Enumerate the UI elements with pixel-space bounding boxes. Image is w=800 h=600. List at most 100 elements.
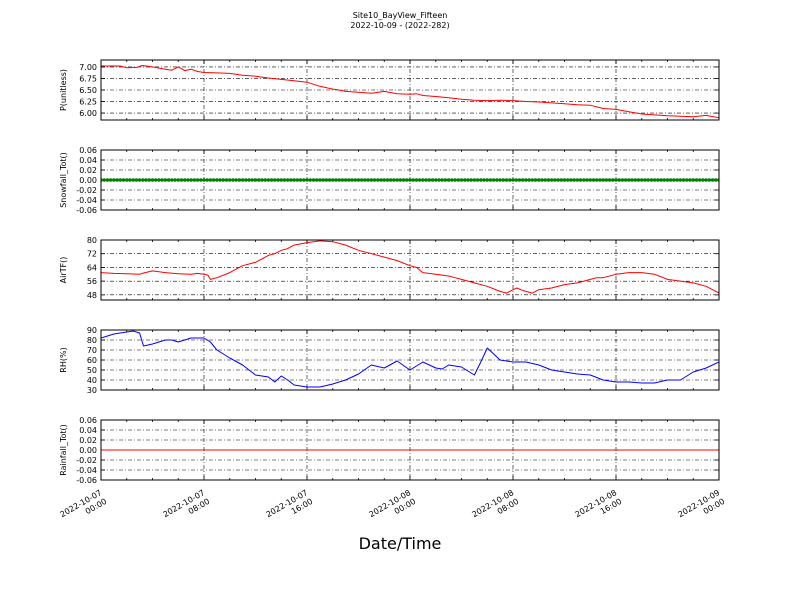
data-point <box>121 178 126 182</box>
data-point <box>231 178 235 182</box>
data-point <box>359 178 364 182</box>
data-point <box>459 178 464 182</box>
y-tick-label: 72 <box>87 250 97 259</box>
y-tick-label: 6.25 <box>79 98 97 107</box>
y-tick-label: -0.04 <box>76 196 97 205</box>
data-point <box>324 178 329 182</box>
data-point <box>530 178 535 182</box>
data-point <box>398 178 403 182</box>
y-tick-label: -0.02 <box>76 186 97 195</box>
data-point <box>643 178 647 182</box>
y-tick-label: 0.02 <box>79 166 97 175</box>
data-point <box>437 178 441 182</box>
data-point <box>195 178 200 182</box>
data-point <box>163 178 168 182</box>
data-point <box>610 178 615 182</box>
y-tick-label: 0.04 <box>79 426 97 435</box>
y-tick-label: 0.06 <box>79 416 97 425</box>
data-point <box>186 178 190 182</box>
data-point <box>182 178 187 182</box>
data-point <box>382 178 387 182</box>
data-point <box>520 178 525 182</box>
data-point <box>685 178 689 182</box>
data-point <box>672 178 676 182</box>
data-point <box>237 178 242 182</box>
data-point <box>279 178 284 182</box>
data-point <box>202 178 206 182</box>
data-point <box>314 178 319 182</box>
data-point <box>649 178 654 182</box>
data-point <box>569 178 573 182</box>
data-point <box>144 178 148 182</box>
y-axis-label: Rainfall_Tot() <box>59 424 68 476</box>
y-tick-label: -0.06 <box>76 206 97 215</box>
data-point <box>466 178 470 182</box>
data-point <box>517 178 522 182</box>
data-point <box>697 178 702 182</box>
data-point <box>170 178 174 182</box>
data-point <box>260 178 264 182</box>
data-point <box>134 178 139 182</box>
data-point <box>446 178 451 182</box>
data-point <box>514 178 519 182</box>
y-tick-label: -0.02 <box>76 456 97 465</box>
y-tick-label: 6.00 <box>79 109 97 118</box>
data-point <box>385 178 390 182</box>
data-point <box>295 178 300 182</box>
data-point <box>356 178 361 182</box>
data-point <box>713 178 718 182</box>
data-point <box>192 178 197 182</box>
data-point <box>273 178 277 182</box>
series-2 <box>101 178 719 182</box>
data-point <box>244 178 248 182</box>
data-point <box>276 178 280 182</box>
data-point <box>607 178 612 182</box>
data-point <box>372 178 377 182</box>
data-point <box>578 178 583 182</box>
data-point <box>408 178 412 182</box>
data-point <box>533 178 538 182</box>
data-point <box>311 178 316 182</box>
data-point <box>498 178 502 182</box>
data-point <box>479 178 483 182</box>
data-point <box>472 178 477 182</box>
data-point <box>256 178 261 182</box>
data-point <box>601 178 605 182</box>
series-3 <box>101 240 719 294</box>
axes-frame <box>100 329 720 391</box>
y-tick-label: 56 <box>87 277 97 286</box>
y-tick-label: -0.06 <box>76 476 97 485</box>
data-point <box>282 178 287 182</box>
data-point <box>298 178 303 182</box>
data-point <box>176 178 181 182</box>
data-point <box>128 178 132 182</box>
data-point <box>334 178 338 182</box>
data-point <box>224 178 229 182</box>
data-point <box>205 178 210 182</box>
data-point <box>504 178 509 182</box>
data-point <box>620 178 625 182</box>
y-tick-label: 0.00 <box>79 446 97 455</box>
data-point <box>321 178 325 182</box>
data-point <box>153 178 158 182</box>
data-point <box>141 178 145 182</box>
data-point <box>105 178 110 182</box>
data-point <box>656 178 660 182</box>
data-point <box>160 178 164 182</box>
data-point <box>115 178 119 182</box>
series-1 <box>101 65 719 119</box>
data-point <box>388 178 393 182</box>
data-point <box>253 178 258 182</box>
data-point <box>668 178 673 182</box>
data-point <box>639 178 644 182</box>
data-point <box>469 178 473 182</box>
data-point <box>221 178 226 182</box>
data-point <box>424 178 428 182</box>
data-point <box>556 178 560 182</box>
data-point <box>511 178 515 182</box>
data-point <box>646 178 650 182</box>
data-point <box>549 178 554 182</box>
